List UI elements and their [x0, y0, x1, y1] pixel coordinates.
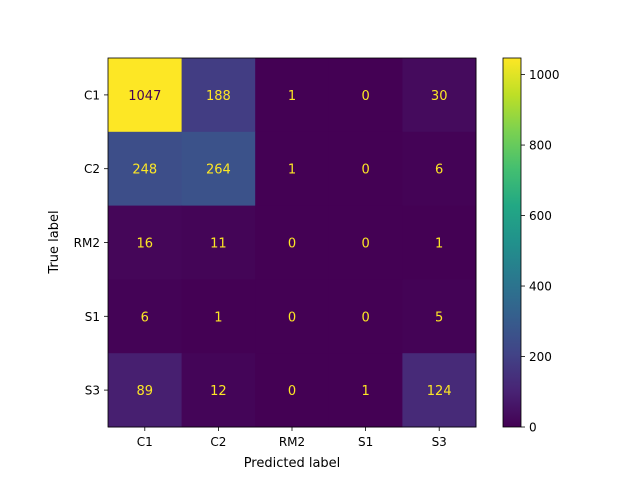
y-axis-label: True label [47, 210, 62, 274]
x-tick-label: C2 [210, 435, 226, 449]
cell-value-label: 1 [288, 163, 296, 178]
heatmap-cell [181, 353, 256, 428]
heatmap-cell [255, 353, 330, 428]
heatmap-cell [328, 279, 403, 354]
heatmap-cell [255, 131, 330, 207]
x-tick-label: C1 [137, 435, 153, 449]
x-axis: C1 C2 RM2 S1 S3 [137, 427, 447, 449]
heatmap-cell [108, 353, 183, 428]
heatmap-cell [255, 279, 330, 354]
cell-value-label: 0 [361, 163, 369, 178]
y-tick-label: S3 [85, 384, 100, 398]
cell-value-label: 0 [361, 89, 369, 104]
cell-value-label: 30 [431, 89, 448, 104]
colorbar [502, 57, 522, 428]
heatmap-cell [108, 131, 183, 207]
cell-value-label: 89 [137, 384, 154, 399]
cell-value-label: 16 [137, 237, 154, 252]
cell-value-label: 0 [361, 237, 369, 252]
heatmap-cell [108, 58, 183, 133]
y-axis: C1 C2 RM2 S1 S3 [74, 88, 108, 398]
heatmap-cell [181, 131, 256, 207]
y-tick-label: S1 [85, 310, 100, 324]
cell-value-label: 11 [210, 237, 227, 252]
heatmap-cell [181, 58, 256, 133]
cell-value-label: 124 [427, 384, 452, 399]
cell-value-label: 264 [206, 163, 231, 178]
cell-value-label: 1 [435, 237, 443, 252]
x-tick-label: RM2 [279, 435, 305, 449]
cell-value-label: 1047 [128, 89, 161, 104]
cell-value-label: 5 [435, 310, 443, 325]
colorbar-tick-label: 200 [529, 350, 552, 364]
cell-value-label: 188 [206, 89, 231, 104]
colorbar-gradient [503, 58, 521, 427]
colorbar-tick-label: 1000 [529, 68, 560, 82]
x-tick-label: S1 [358, 435, 373, 449]
colorbar-tick-label: 400 [529, 280, 552, 294]
colorbar-tick-label: 0 [529, 421, 537, 435]
x-tick-label: S3 [432, 435, 447, 449]
cell-value-label: 1 [288, 89, 296, 104]
heatmap-cell [402, 131, 477, 207]
cell-value-label: 1 [361, 384, 369, 399]
y-tick-label: RM2 [74, 236, 100, 250]
heatmap-cell [402, 353, 477, 428]
cell-value-label: 12 [210, 384, 227, 399]
cell-value-label: 248 [132, 163, 157, 178]
cell-value-label: 1 [214, 310, 222, 325]
heatmap-cell [108, 205, 183, 280]
y-tick-label: C1 [84, 88, 100, 102]
heatmap-cell [181, 205, 256, 280]
cell-value-label: 0 [288, 237, 296, 252]
heatmap-cell [402, 279, 477, 354]
heatmap-cell [108, 279, 183, 354]
cell-value-label: 0 [288, 310, 296, 325]
colorbar-tick-label: 600 [529, 209, 552, 223]
colorbar-tick-label: 800 [529, 139, 552, 153]
cell-value-label: 0 [361, 310, 369, 325]
heatmap-cell [181, 279, 256, 354]
heatmap-cell [328, 131, 403, 207]
y-tick-label: C2 [84, 162, 100, 176]
heatmap-cell [328, 58, 403, 133]
heatmap-cell [328, 353, 403, 428]
x-axis-label: Predicted label [244, 456, 341, 471]
heatmap-cell [402, 58, 477, 133]
cell-value-label: 6 [141, 310, 149, 325]
cell-value-label: 6 [435, 163, 443, 178]
heatmap-cell [402, 205, 477, 280]
colorbar-ticks: 0 200 400 600 800 1000 [521, 68, 560, 435]
cell-value-label: 0 [288, 384, 296, 399]
colorbar-frame [502, 57, 522, 428]
heatmap-cell [255, 58, 330, 133]
heatmap-cell [328, 205, 403, 280]
heatmap-cell [255, 205, 330, 280]
